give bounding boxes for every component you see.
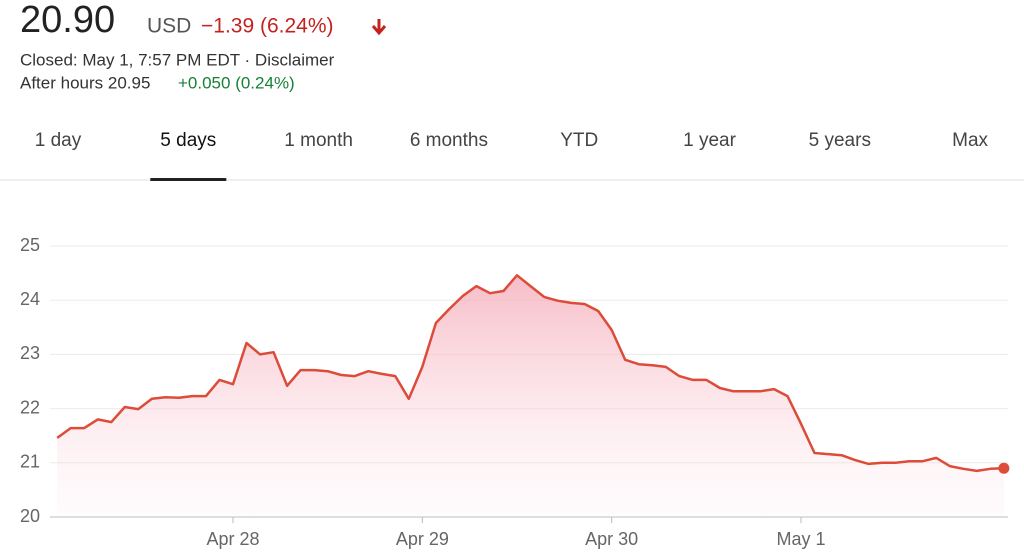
range-tab[interactable]: 1 year (683, 130, 736, 151)
price-chart: 20 21 22 23 24 25 Apr 28 Apr 29 Apr 30 May 1 (20, 235, 1010, 549)
range-tab[interactable]: 1 day (35, 130, 82, 151)
range-tab[interactable]: 1 month (284, 130, 353, 151)
x-tick-label: May 1 (777, 529, 826, 549)
y-tick-label: 20 (20, 506, 40, 526)
range-tab[interactable]: Max (952, 130, 988, 151)
x-tick-label: Apr 28 (206, 529, 259, 549)
y-tick-label: 25 (20, 235, 40, 255)
y-tick-label: 22 (20, 397, 40, 417)
range-tabs: 1 day 5 days 1 month 6 months YTD 1 year 5 yea… (35, 130, 989, 181)
after-hours-change: +0.050 (0.24%) (178, 73, 295, 92)
x-tick-label: Apr 29 (396, 529, 449, 549)
price-area (57, 275, 1004, 517)
range-tab[interactable]: 5 days (160, 130, 216, 151)
range-tab[interactable]: 5 years (809, 130, 871, 151)
y-tick-label: 23 (20, 343, 40, 363)
x-tick-label: Apr 30 (585, 529, 638, 549)
market-status: Closed: May 1, 7:57 PM EDT · Disclaimer (20, 50, 335, 69)
range-tab[interactable]: YTD (560, 130, 598, 151)
selected-tab-indicator (150, 178, 227, 181)
y-tick-label: 24 (20, 289, 40, 309)
price: 20.90 (20, 0, 115, 41)
price-change: −1.39 (6.24%) (201, 15, 334, 38)
after-hours-label: After hours 20.95 (20, 73, 150, 92)
range-tab[interactable]: 6 months (410, 130, 488, 151)
last-price-dot (998, 462, 1010, 474)
price-line (56, 274, 1004, 473)
down-arrow (371, 19, 387, 36)
y-tick-label: 21 (20, 452, 40, 472)
currency: USD (147, 15, 191, 38)
